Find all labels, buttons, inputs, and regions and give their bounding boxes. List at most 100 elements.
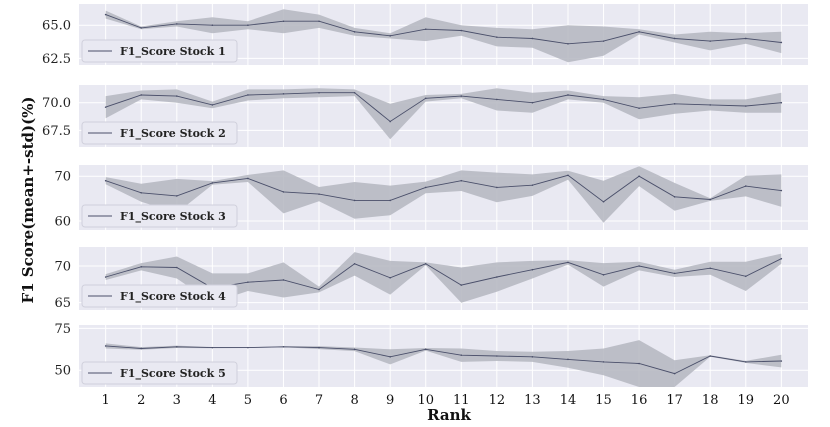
data-point	[318, 20, 320, 23]
data-point	[247, 94, 249, 96]
data-point	[424, 348, 427, 351]
data-point	[744, 361, 747, 363]
data-point	[211, 24, 214, 27]
data-point	[104, 345, 107, 347]
data-point	[780, 41, 783, 44]
data-point	[673, 37, 676, 40]
data-point	[175, 195, 178, 197]
data-point	[353, 31, 356, 33]
data-point	[282, 279, 285, 281]
data-point	[638, 265, 640, 267]
data-point	[389, 356, 391, 358]
series-line	[105, 14, 782, 45]
x-tick-label: 10	[417, 393, 434, 408]
data-point	[318, 91, 320, 94]
x-tick-label: 18	[702, 393, 719, 408]
data-point	[602, 274, 605, 276]
data-point	[104, 276, 107, 278]
data-point	[567, 94, 569, 96]
legend-box	[81, 204, 238, 228]
data-point	[673, 272, 676, 275]
data-point	[531, 184, 534, 186]
data-point	[531, 101, 534, 104]
x-tick-label: 16	[631, 393, 648, 408]
data-point	[602, 361, 605, 363]
data-point	[673, 372, 676, 375]
data-point	[140, 265, 143, 268]
y-tick-label: 60	[54, 215, 71, 230]
data-point	[531, 37, 534, 40]
panel-5: 50 75 F1_Score Stock 5	[54, 322, 808, 387]
x-tick-label: 12	[489, 393, 506, 408]
data-point	[709, 267, 712, 270]
x-tick-label: 20	[773, 393, 790, 408]
data-point	[389, 35, 391, 37]
x-tick-label: 5	[244, 393, 252, 408]
x-tick-label: 17	[666, 393, 683, 408]
x-axis-label: Rank	[427, 406, 471, 423]
x-tick-label: 19	[737, 393, 754, 408]
data-point	[567, 174, 569, 177]
data-point	[496, 36, 498, 38]
data-point	[460, 179, 463, 182]
data-point	[318, 288, 320, 291]
y-tick-label: 67.5	[42, 124, 71, 139]
data-point	[496, 276, 498, 278]
data-point	[175, 266, 178, 269]
data-point	[247, 177, 249, 180]
data-point	[780, 101, 783, 104]
data-point	[140, 27, 143, 29]
data-point	[638, 362, 640, 365]
x-tick-label: 2	[137, 393, 145, 408]
data-point	[353, 199, 356, 202]
std-band	[105, 252, 782, 303]
legend-box	[81, 121, 238, 145]
data-point	[318, 193, 320, 195]
data-point	[211, 346, 214, 349]
data-point	[424, 28, 427, 30]
panel-1: 62.5 65.0 F1_Score Stock 1	[42, 4, 808, 67]
data-point	[638, 31, 640, 33]
legend: F1_Score Stock 2	[81, 121, 238, 145]
data-point	[282, 20, 285, 23]
data-point	[460, 284, 463, 286]
data-point	[424, 186, 427, 189]
data-point	[104, 179, 107, 182]
data-point	[389, 276, 391, 279]
x-tick-label: 3	[173, 393, 181, 408]
std-band	[105, 88, 782, 140]
data-point	[744, 105, 747, 107]
data-point	[318, 346, 320, 349]
data-point	[211, 182, 214, 184]
data-point	[175, 23, 178, 25]
data-point	[282, 345, 285, 348]
data-point	[602, 98, 605, 101]
data-point	[140, 347, 143, 350]
data-point	[673, 196, 676, 198]
data-point	[780, 360, 783, 362]
data-point	[211, 104, 214, 106]
data-point	[567, 42, 569, 45]
legend-label: F1_Score Stock 1	[120, 45, 226, 59]
legend: F1_Score Stock 1	[81, 39, 238, 63]
data-point	[673, 103, 676, 105]
data-point	[104, 106, 107, 108]
y-tick-label: 75	[54, 322, 71, 337]
legend-box	[81, 361, 238, 385]
data-point	[460, 354, 463, 356]
data-point	[744, 275, 747, 278]
data-point	[175, 95, 178, 97]
x-tick-label: 9	[386, 393, 394, 408]
y-tick-label: 65.0	[42, 19, 71, 34]
data-point	[460, 95, 463, 97]
data-point	[744, 37, 747, 40]
x-axis: 1 2 3 4 5 6 7 8 9 10 11 12 13 14 15 16 17 18 19 20	[102, 393, 790, 408]
data-point	[709, 40, 712, 42]
x-tick-label: 4	[208, 393, 216, 408]
y-tick-label: 65	[54, 296, 71, 311]
panel-4: 65 70 F1_Score Stock 4	[54, 247, 808, 311]
series-line	[105, 92, 782, 123]
legend-label: F1_Score Stock 5	[120, 367, 226, 381]
data-point	[709, 355, 712, 357]
